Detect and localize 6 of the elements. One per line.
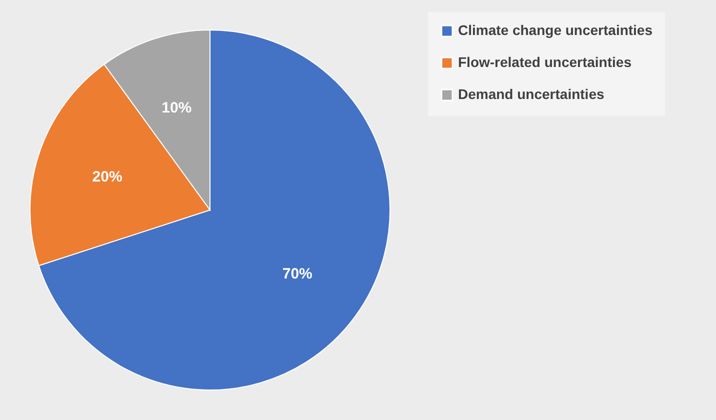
legend-label: Climate change uncertainties: [458, 22, 653, 38]
data-label: 70%: [282, 265, 312, 282]
data-label: 10%: [162, 99, 192, 116]
legend-label: Flow-related uncertainties: [458, 54, 632, 70]
legend-label: Demand uncertainties: [458, 86, 604, 102]
data-label: 20%: [92, 168, 122, 186]
